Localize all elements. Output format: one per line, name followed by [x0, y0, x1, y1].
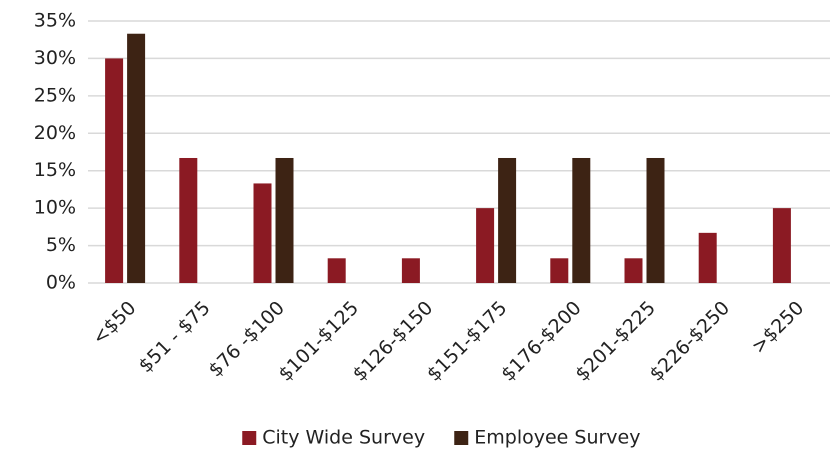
y-tick-label: 35% — [34, 10, 76, 32]
legend-label: City Wide Survey — [262, 427, 425, 449]
bar — [572, 157, 591, 283]
bar — [127, 33, 146, 284]
bar — [476, 208, 495, 283]
bar — [624, 258, 643, 283]
legend-swatch — [242, 431, 257, 445]
bar — [401, 258, 420, 283]
y-tick-label: 30% — [34, 47, 76, 69]
bar — [550, 258, 569, 283]
bar — [772, 208, 791, 283]
legend-swatch — [454, 431, 469, 445]
bar — [179, 157, 198, 283]
x-tick-label: $226-$250 — [645, 297, 734, 386]
y-tick-label: 5% — [46, 234, 76, 256]
bar — [498, 157, 517, 283]
y-tick-label: 25% — [34, 84, 76, 106]
bar — [698, 232, 717, 283]
bar — [327, 258, 346, 283]
bar — [646, 157, 665, 283]
y-tick-label: 10% — [34, 197, 76, 219]
bar — [253, 183, 272, 283]
y-tick-label: 0% — [46, 272, 76, 294]
y-tick-label: 20% — [34, 122, 76, 144]
x-tick-label: <$50 — [88, 297, 140, 349]
legend-label: Employee Survey — [474, 427, 640, 449]
x-tick-label: >$250 — [747, 297, 808, 358]
x-tick-label: $51 - $75 — [134, 297, 214, 377]
bar — [105, 58, 124, 283]
bar — [275, 157, 294, 283]
y-tick-label: 15% — [34, 159, 76, 181]
